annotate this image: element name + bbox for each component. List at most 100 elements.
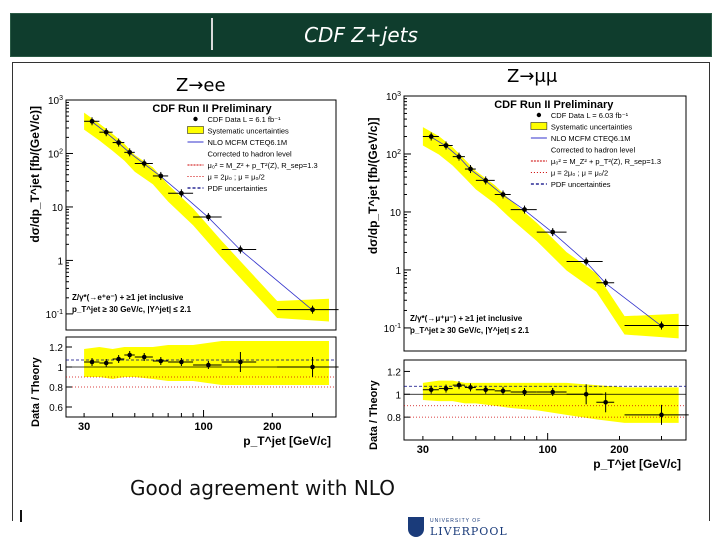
legend-entry: μ = 2μ₀ ; μ = μ₀/2 — [551, 169, 608, 178]
ratio-point — [659, 412, 664, 418]
legend-entry: PDF uncertainties — [208, 184, 268, 193]
ratio-y-tick-label: 0.8 — [49, 383, 63, 394]
y-tick-label: 102 — [386, 149, 401, 161]
legend-entry: CDF Data L = 6.1 fb⁻¹ — [208, 115, 282, 124]
x-tick-label: 30 — [78, 421, 90, 433]
content-frame — [12, 62, 710, 521]
ratio-point — [456, 382, 462, 388]
ratio-point — [238, 359, 243, 365]
legend-entry: PDF uncertainties — [551, 180, 611, 189]
data-point — [310, 307, 315, 313]
y-tick-label: 103 — [386, 91, 401, 103]
title-divider — [211, 18, 213, 50]
ratio-point — [443, 386, 449, 391]
channel-label-ee: Z→ee — [176, 75, 226, 96]
x-tick-label: 30 — [417, 444, 429, 456]
ratio-point — [522, 389, 527, 395]
legend-entry: Corrected to hadron level — [208, 150, 293, 159]
ratio-point — [550, 389, 556, 395]
data-point — [238, 247, 243, 252]
x-axis-label: p_T^jet [GeV/c] — [593, 457, 681, 471]
legend-entry: Systematic uncertainties — [551, 123, 633, 132]
data-point — [522, 207, 527, 212]
plot-title: CDF Run II Preliminary — [494, 99, 614, 111]
ratio-y-tick-label: 0.6 — [49, 403, 63, 414]
crest-icon — [408, 517, 424, 537]
data-point — [428, 134, 434, 139]
slide-caption: Good agreement with NLO — [130, 476, 395, 500]
ratio-point — [500, 388, 506, 394]
legend-entry: μ₀² = M_Z² + p_T²(Z), R_sep=1.3 — [551, 157, 661, 166]
legend-entry: CDF Data L = 6.03 fb⁻¹ — [551, 111, 629, 120]
data-point — [550, 229, 556, 235]
legend-entry: Corrected to hadron level — [551, 146, 636, 155]
y-tick-label: 10 — [390, 208, 402, 219]
legend-marker-data — [193, 116, 198, 122]
ratio-point — [583, 391, 589, 397]
ratio-point — [103, 360, 109, 366]
y-tick-label: 10 — [52, 203, 64, 214]
ratio-point — [483, 387, 489, 393]
ratio-point — [158, 358, 164, 364]
legend-entry: μ₀² = M_Z² + p_T²(Z), R_sep=1.3 — [208, 161, 318, 170]
ratio-point — [468, 385, 473, 390]
data-point — [179, 190, 184, 196]
chart-mumu: CDF Run II Preliminary 10-1 1 10 102 103 dσ/dp… — [366, 91, 689, 471]
ratio-point — [428, 387, 434, 393]
selection-annotation: p_T^jet ≥ 30 GeV/c, |Y^jet| ≤ 2.1 — [410, 326, 530, 335]
data-point — [89, 118, 95, 124]
y-tick-label: 10-1 — [46, 309, 63, 321]
x-tick-label: 100 — [194, 421, 212, 433]
ratio-systematic-band — [84, 341, 329, 385]
y-tick-label: 1 — [395, 266, 401, 277]
legend-marker-band — [187, 126, 204, 134]
ratio-point — [89, 359, 95, 365]
y-tick-label: 102 — [48, 148, 63, 160]
channel-label-mumu: Z→μμ — [507, 66, 558, 87]
data-point — [603, 280, 609, 286]
x-axis-label: p_T^jet [GeV/c] — [243, 434, 331, 448]
ratio-y-tick-label: 1 — [395, 390, 401, 401]
ratio-y-tick-label: 1 — [57, 363, 63, 374]
data-point — [158, 173, 164, 179]
data-point — [127, 149, 133, 155]
ratio-point — [116, 356, 121, 362]
ratio-point — [127, 352, 132, 358]
y-tick-label: 10-1 — [384, 323, 401, 335]
y-axis-label: dσ/dp_T^jet [fb/(GeV/c)] — [366, 118, 380, 255]
legend-marker-band — [530, 122, 548, 130]
y-axis-label: dσ/dp_T^jet [fb/(GeV/c)] — [28, 106, 42, 243]
data-point — [500, 192, 506, 197]
y-tick-label: 1 — [57, 256, 63, 267]
ratio-point — [141, 354, 147, 360]
ratio-y-axis-label: Data / Theory — [368, 379, 380, 450]
ratio-y-axis-label: Data / Theory — [30, 356, 42, 427]
ratio-point — [310, 364, 315, 370]
legend-entry: NLO MCFM CTEQ6.1M — [551, 134, 631, 143]
data-point — [456, 154, 462, 160]
data-point — [468, 166, 473, 172]
selection-annotation: p_T^jet ≥ 30 GeV/c, |Y^jet| ≤ 2.1 — [72, 305, 192, 314]
plot-title: CDF Run II Preliminary — [152, 103, 272, 115]
data-point — [443, 143, 449, 148]
ratio-point — [179, 359, 184, 365]
x-tick-label: 200 — [610, 444, 628, 456]
legend-entry: μ = 2μ₀ ; μ = μ₀/2 — [208, 173, 265, 182]
x-tick-label: 100 — [538, 444, 556, 456]
university-logo: UNIVERSITY OF LIVERPOOL — [408, 517, 518, 539]
ratio-y-tick-label: 0.8 — [387, 413, 401, 424]
ratio-point — [206, 362, 211, 368]
ratio-y-tick-label: 1.2 — [49, 343, 63, 354]
ratio-point — [603, 399, 608, 405]
chart-ee: CDF Run II Preliminary 10-1 1 10 102 103 dσ/dp… — [28, 95, 339, 448]
logo-name: LIVERPOOL — [430, 525, 508, 538]
data-point — [483, 178, 489, 183]
y-tick-label: 103 — [48, 95, 63, 107]
frame-corner-mark — [20, 510, 22, 522]
data-point — [659, 323, 664, 328]
nlo-theory-line — [91, 121, 313, 311]
data-point — [583, 259, 589, 264]
data-point — [141, 161, 147, 166]
data-point — [205, 214, 211, 220]
legend-marker-data — [536, 112, 542, 118]
